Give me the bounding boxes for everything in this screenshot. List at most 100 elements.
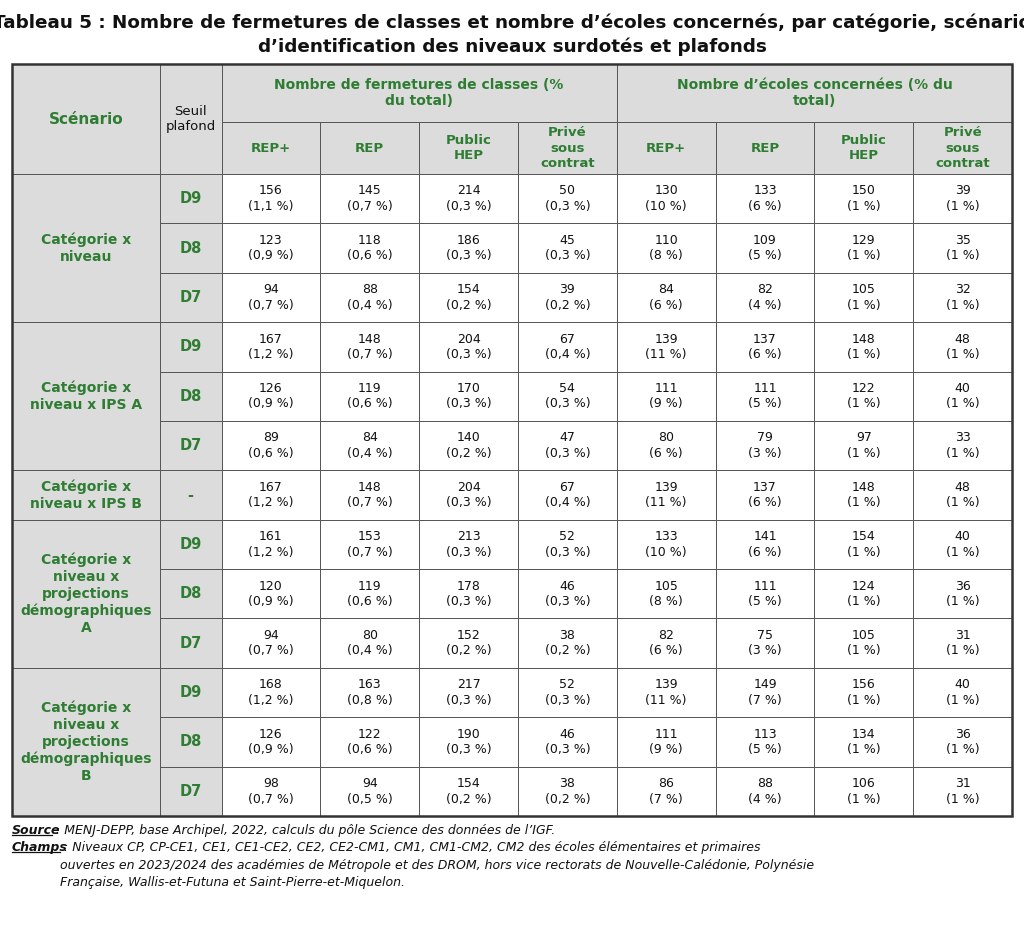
Bar <box>12 322 160 471</box>
Bar <box>913 618 1012 668</box>
Bar <box>419 174 518 223</box>
Text: 126
(0,9 %): 126 (0,9 %) <box>248 382 294 410</box>
Bar <box>419 618 518 668</box>
Bar <box>814 471 913 519</box>
Bar <box>160 64 221 174</box>
Text: 139
(11 %): 139 (11 %) <box>645 678 687 707</box>
Text: 156
(1,1 %): 156 (1,1 %) <box>248 184 294 213</box>
Bar <box>321 717 419 767</box>
Text: 105
(1 %): 105 (1 %) <box>847 283 881 312</box>
Bar <box>913 421 1012 471</box>
Text: 154
(0,2 %): 154 (0,2 %) <box>445 283 492 312</box>
Bar <box>160 421 221 471</box>
Bar <box>160 372 221 421</box>
Text: D8: D8 <box>179 587 202 601</box>
Bar <box>160 767 221 816</box>
Text: 168
(1,2 %): 168 (1,2 %) <box>248 678 294 707</box>
Bar <box>419 421 518 471</box>
Text: 94
(0,7 %): 94 (0,7 %) <box>248 629 294 658</box>
Bar <box>321 174 419 223</box>
Bar <box>518 569 616 618</box>
Text: 94
(0,5 %): 94 (0,5 %) <box>347 777 392 805</box>
Text: Scénario: Scénario <box>48 111 123 126</box>
Text: 153
(0,7 %): 153 (0,7 %) <box>347 531 392 559</box>
Text: D7: D7 <box>179 438 202 453</box>
Text: 45
(0,3 %): 45 (0,3 %) <box>545 234 590 262</box>
Text: 139
(11 %): 139 (11 %) <box>645 481 687 509</box>
Bar <box>814 767 913 816</box>
Text: 154
(0,2 %): 154 (0,2 %) <box>445 777 492 805</box>
Bar <box>160 519 221 569</box>
Text: 134
(1 %): 134 (1 %) <box>847 728 881 757</box>
Bar <box>160 322 221 372</box>
Text: 190
(0,3 %): 190 (0,3 %) <box>445 728 492 757</box>
Text: REP: REP <box>355 141 384 154</box>
Bar <box>716 717 814 767</box>
Bar <box>221 717 321 767</box>
Bar <box>419 223 518 273</box>
Bar <box>716 273 814 322</box>
Bar <box>616 372 716 421</box>
Bar <box>913 471 1012 519</box>
Text: D7: D7 <box>179 784 202 799</box>
Bar <box>518 717 616 767</box>
Text: 163
(0,8 %): 163 (0,8 %) <box>347 678 392 707</box>
Text: D9: D9 <box>179 685 202 700</box>
Bar <box>616 223 716 273</box>
Text: 89
(0,6 %): 89 (0,6 %) <box>248 432 294 460</box>
Text: 79
(3 %): 79 (3 %) <box>749 432 781 460</box>
Bar <box>419 273 518 322</box>
Bar <box>716 322 814 372</box>
Bar <box>616 618 716 668</box>
Bar <box>716 372 814 421</box>
Text: 119
(0,6 %): 119 (0,6 %) <box>347 579 392 608</box>
Bar <box>913 273 1012 322</box>
Bar <box>12 174 160 322</box>
Text: 145
(0,7 %): 145 (0,7 %) <box>347 184 392 213</box>
Text: 47
(0,3 %): 47 (0,3 %) <box>545 432 590 460</box>
Text: 204
(0,3 %): 204 (0,3 %) <box>445 333 492 361</box>
Bar <box>616 668 716 717</box>
Bar <box>160 471 221 519</box>
Text: 39
(1 %): 39 (1 %) <box>946 184 979 213</box>
Text: Catégorie x
niveau: Catégorie x niveau <box>41 233 131 263</box>
Text: 82
(4 %): 82 (4 %) <box>749 283 781 312</box>
Bar <box>221 569 321 618</box>
Text: 204
(0,3 %): 204 (0,3 %) <box>445 481 492 509</box>
Bar <box>716 122 814 174</box>
Text: Source: Source <box>12 824 60 837</box>
Text: 119
(0,6 %): 119 (0,6 %) <box>347 382 392 410</box>
Text: 35
(1 %): 35 (1 %) <box>946 234 979 262</box>
Text: 109
(5 %): 109 (5 %) <box>749 234 782 262</box>
Bar <box>419 668 518 717</box>
Text: 133
(6 %): 133 (6 %) <box>749 184 781 213</box>
Bar <box>616 273 716 322</box>
Text: D9: D9 <box>179 191 202 206</box>
Bar <box>814 717 913 767</box>
Text: Seuil
plafond: Seuil plafond <box>166 105 216 134</box>
Text: 80
(6 %): 80 (6 %) <box>649 432 683 460</box>
Text: 48
(1 %): 48 (1 %) <box>946 333 979 361</box>
Text: 105
(8 %): 105 (8 %) <box>649 579 683 608</box>
Text: 120
(0,9 %): 120 (0,9 %) <box>248 579 294 608</box>
Bar <box>913 717 1012 767</box>
Bar <box>221 223 321 273</box>
Text: 36
(1 %): 36 (1 %) <box>946 728 979 757</box>
Bar <box>913 122 1012 174</box>
Bar <box>814 519 913 569</box>
Bar <box>221 519 321 569</box>
Bar <box>814 122 913 174</box>
Text: 88
(4 %): 88 (4 %) <box>749 777 781 805</box>
Text: 148
(0,7 %): 148 (0,7 %) <box>347 333 392 361</box>
Bar <box>419 717 518 767</box>
Text: 105
(1 %): 105 (1 %) <box>847 629 881 658</box>
Text: 40
(1 %): 40 (1 %) <box>946 678 979 707</box>
Text: 67
(0,4 %): 67 (0,4 %) <box>545 333 590 361</box>
Text: D7: D7 <box>179 636 202 651</box>
Bar <box>221 618 321 668</box>
Text: d’identification des niveaux surdotés et plafonds: d’identification des niveaux surdotés et… <box>258 37 766 55</box>
Bar <box>12 668 160 816</box>
Bar <box>321 322 419 372</box>
Bar <box>419 122 518 174</box>
Text: Privé
sous
contrat: Privé sous contrat <box>935 126 990 170</box>
